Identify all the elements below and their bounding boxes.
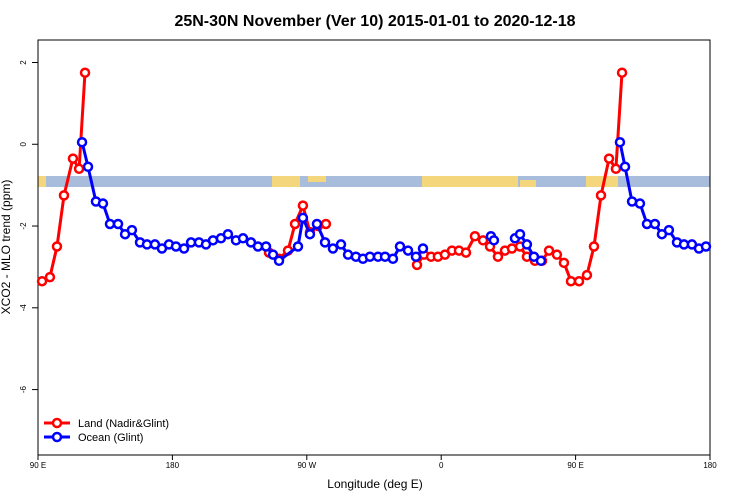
- data-point: [616, 67, 628, 78]
- data-point: [603, 153, 615, 164]
- data-point: [260, 241, 272, 252]
- data-point: [551, 249, 563, 260]
- data-point: [581, 269, 593, 281]
- data-point: [252, 241, 264, 252]
- data-point: [488, 235, 500, 246]
- data-point: [492, 251, 504, 262]
- data-point: [460, 247, 472, 258]
- data-point: [73, 163, 85, 175]
- data-point: [67, 153, 79, 164]
- data-point: [97, 198, 109, 209]
- data-point: [297, 212, 309, 224]
- data-point: [410, 251, 422, 262]
- data-point: [297, 200, 309, 211]
- x-tick-label: 90 E: [30, 461, 46, 470]
- y-tick-label: -6: [19, 385, 28, 393]
- data-point: [335, 239, 347, 250]
- data-point: [477, 235, 489, 246]
- data-point: [514, 228, 526, 240]
- data-point: [289, 218, 301, 230]
- data-point: [82, 161, 94, 172]
- data-point: [700, 241, 712, 252]
- data-point: [170, 241, 182, 252]
- x-tick-label: 0: [439, 461, 444, 470]
- data-point: [543, 245, 555, 256]
- data-point: [112, 218, 124, 230]
- x-tick-label: 180: [703, 461, 717, 470]
- series: [76, 136, 712, 267]
- data-point: [304, 228, 316, 240]
- y-tick-label: 2: [19, 60, 28, 65]
- data-point: [387, 253, 399, 264]
- data-point: [394, 241, 406, 252]
- y-axis-label: XCO2 - MLO trend (ppm): [0, 180, 13, 315]
- data-point: [588, 241, 600, 252]
- data-point: [649, 218, 661, 230]
- data-point: [327, 243, 339, 254]
- legend-label: Land (Nadir&Glint): [78, 418, 169, 430]
- data-point: [237, 233, 249, 244]
- data-point: [506, 243, 518, 254]
- data-point: [311, 218, 323, 230]
- data-point: [273, 255, 285, 267]
- y-tick-label: -2: [19, 222, 28, 230]
- y-tick-label: 0: [19, 141, 28, 146]
- data-point: [44, 271, 56, 283]
- data-point: [58, 190, 70, 201]
- data-point: [565, 275, 577, 287]
- x-tick-label: 180: [166, 461, 180, 470]
- data-point: [614, 136, 626, 148]
- data-point: [402, 245, 414, 256]
- data-point: [319, 237, 331, 248]
- data-point: [267, 249, 279, 260]
- data-point: [663, 224, 675, 236]
- data-point: [610, 163, 622, 175]
- data-point: [558, 257, 570, 269]
- y-tick-label: -4: [19, 304, 28, 312]
- data-point: [126, 224, 138, 236]
- legend-marker: [51, 431, 63, 443]
- data-point: [292, 241, 304, 252]
- data-point: [619, 161, 631, 172]
- x-tick-label: 90 W: [297, 461, 316, 470]
- data-point: [521, 239, 533, 250]
- x-axis-label: Longitude (deg E): [327, 477, 422, 491]
- data-point: [634, 198, 646, 209]
- chart-title: 25N-30N November (Ver 10) 2015-01-01 to …: [174, 13, 575, 30]
- data-point: [51, 241, 63, 252]
- data-point: [595, 190, 607, 201]
- data-point: [469, 231, 481, 242]
- data-point: [104, 218, 116, 230]
- data-point: [573, 275, 585, 287]
- data-point: [411, 259, 423, 271]
- data-point: [222, 228, 234, 240]
- x-tick-label: 90 E: [567, 461, 583, 470]
- data-point: [178, 243, 190, 254]
- data-point: [535, 255, 547, 267]
- legend-label: Ocean (Glint): [78, 432, 143, 444]
- data-point: [36, 275, 48, 287]
- data-point: [417, 243, 429, 254]
- data-point: [364, 251, 376, 262]
- data-point: [79, 67, 91, 78]
- land-mask-strip: [38, 176, 710, 187]
- legend-marker: [51, 417, 63, 429]
- data-point: [76, 136, 88, 148]
- data-point: [320, 218, 332, 230]
